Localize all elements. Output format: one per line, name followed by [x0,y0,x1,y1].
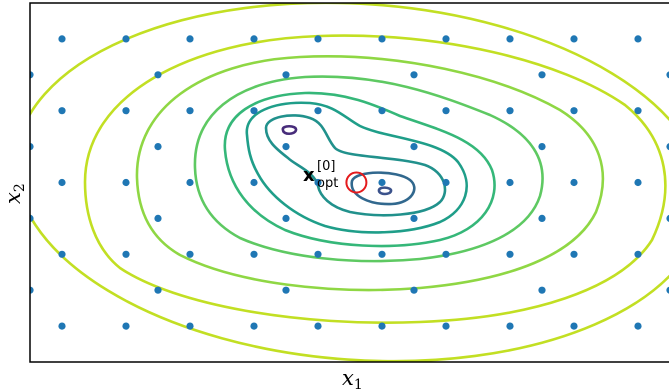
sample-point [314,322,322,330]
sample-point [250,178,258,187]
sample-point [538,71,546,79]
sample-point [282,71,290,79]
sample-point [186,322,194,330]
x-axis-label-base: x [342,366,354,390]
annotation-subscript: opt [317,176,338,191]
sample-point [634,250,642,258]
sample-point [154,143,162,151]
sample-point [666,214,669,222]
contour-level [83,34,667,324]
sample-point [378,107,386,115]
sample-point [570,250,578,258]
sample-point [122,35,130,43]
sample-point [186,107,194,115]
sample-point [122,250,130,258]
sample-point [506,250,514,258]
sample-point [30,143,34,151]
sample-point [58,250,66,258]
sample-point [570,322,578,330]
sample-point [154,214,162,222]
contour-level [281,124,298,136]
sample-point [410,214,418,222]
sample-point [378,250,386,258]
sample-point [506,35,514,43]
sample-point [154,286,162,294]
sample-point [378,322,386,330]
optimum-marker [345,171,368,194]
sample-point [378,35,386,43]
sample-point [58,178,66,187]
sample-point [442,322,450,330]
sample-point [58,35,66,43]
sample-point [30,71,34,79]
sample-point [506,322,514,330]
sample-point [30,286,34,294]
annotation-base: x [303,165,315,186]
sample-point [250,107,258,115]
contour-level [245,101,468,234]
sample-point [666,286,669,294]
sample-point [250,250,258,258]
sample-point [122,322,130,330]
sample-point [442,250,450,258]
contour-level [223,91,496,248]
sample-point [250,322,258,330]
y-axis-label-base: x [1,192,25,204]
contour-level [193,75,544,263]
sample-point [30,214,34,222]
sample-point [58,322,66,330]
sample-point [250,35,258,43]
sample-point [186,35,194,43]
sample-point [282,214,290,222]
sample-point [154,71,162,79]
sample-point [442,178,450,187]
contour-level-outer [30,3,669,362]
x-axis-label-subscript: 1 [354,377,363,391]
sample-point [570,178,578,187]
sample-point [314,178,322,187]
sample-point [186,178,194,187]
sample-point [378,178,386,187]
contour-level [350,171,416,206]
sample-point [570,35,578,43]
sample-point [442,107,450,115]
contour-lines [30,3,669,362]
sample-point [538,143,546,151]
plot-frame [29,2,669,363]
sample-point [314,107,322,115]
sample-point [538,286,546,294]
contour-level [377,186,393,196]
annotation-label: x [303,165,315,186]
sample-point [634,322,642,330]
sample-point [58,107,66,115]
sample-point [410,143,418,151]
sample-point [506,107,514,115]
sample-point [634,35,642,43]
sample-point [314,35,322,43]
sample-point [122,178,130,187]
sample-point [538,214,546,222]
sample-points [30,35,669,330]
sample-point [282,143,290,151]
sample-point [570,107,578,115]
sample-point [634,178,642,187]
sample-point [186,250,194,258]
x-axis-label: x1 [342,366,363,391]
sample-point [506,178,514,187]
sample-point [314,250,322,258]
sample-point [122,107,130,115]
sample-point [282,286,290,294]
y-axis-label: x2 [1,183,28,204]
sample-point [666,143,669,151]
sample-point [410,71,418,79]
sample-point [634,107,642,115]
contour-level [135,55,605,292]
sample-point [666,71,669,79]
y-axis-label-subscript: 2 [12,183,28,192]
contour-level [264,114,447,217]
sample-point [442,35,450,43]
sample-point [410,286,418,294]
annotation-superscript: [0] [317,159,335,174]
